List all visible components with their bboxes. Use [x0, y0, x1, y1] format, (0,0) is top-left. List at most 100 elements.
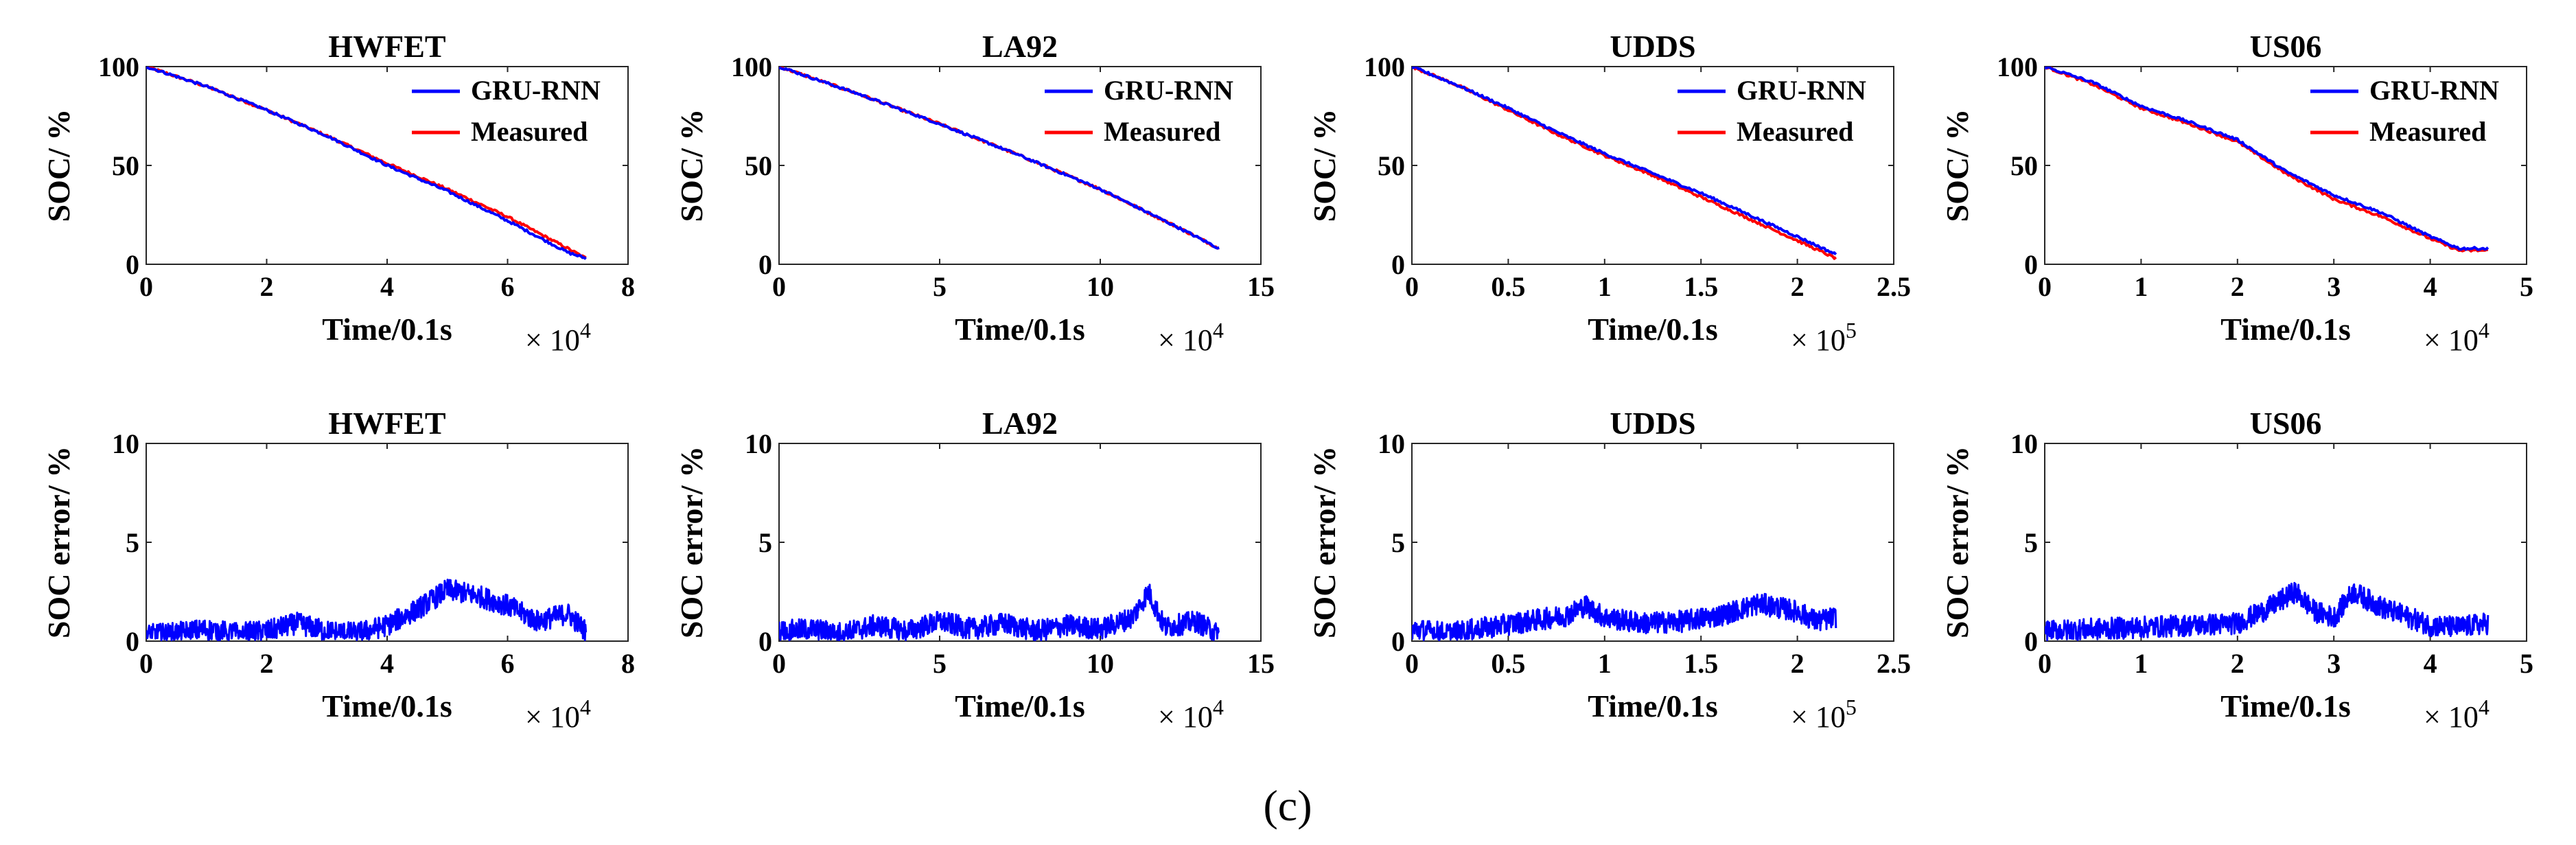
x-tick-label: 5: [933, 648, 947, 679]
legend-gru-rnn-label: GRU-RNN: [2369, 75, 2499, 106]
x-multiplier: × 104: [2424, 695, 2490, 734]
x-axis-label: Time/0.1s: [322, 312, 452, 347]
x-axis-label: Time/0.1s: [1588, 688, 1718, 724]
y-axis-label: SOC/ %: [1307, 109, 1342, 222]
series-gru-rnn-line: [2045, 67, 2490, 251]
y-tick-label: 0: [1391, 249, 1405, 280]
legend: GRU-RNN Measured: [412, 75, 601, 147]
x-tick-label: 15: [1247, 648, 1275, 679]
y-tick-label: 10: [112, 428, 139, 459]
panel-la92-soc: LA92 0 5 10 15 0 50 100 Time/0.1s SOC/ % × 104 GRU-…: [674, 29, 1275, 357]
y-tick-label: 5: [126, 527, 139, 558]
panel-udds-soc: UDDS 0 0.5 1 1.5 2 2.5 0 50 100 Time/0.1s SOC/ % × 1…: [1307, 29, 1911, 357]
y-tick-label: 100: [1364, 51, 1405, 82]
series-gru-rnn-line: [1412, 592, 1837, 641]
chart-title: US06: [2250, 406, 2322, 441]
x-tick-label: 0: [772, 271, 786, 302]
y-tick-label: 5: [2024, 527, 2038, 558]
legend-measured-label: Measured: [2369, 116, 2486, 147]
x-tick-label: 4: [380, 648, 394, 679]
series-group: [779, 583, 1220, 641]
x-tick-label: 2: [1791, 271, 1805, 302]
legend-gru-rnn-label: GRU-RNN: [1737, 75, 1866, 106]
x-tick-label: 2: [1791, 648, 1805, 679]
panel-udds-error: UDDS 0 0.5 1 1.5 2 2.5 0 5 10 Time/0.1s SOC error/ …: [1307, 406, 1911, 734]
y-axis-label: SOC error/ %: [41, 446, 76, 638]
panel-hwfet-error: HWFET 0 2 4 6 8 0 5 10 Time/0.1s SOC error/ % × 104: [41, 406, 635, 734]
y-tick-label: 5: [1391, 527, 1405, 558]
x-multiplier: × 104: [2424, 318, 2490, 357]
x-tick-label: 0: [2038, 648, 2052, 679]
y-tick-label: 50: [112, 150, 139, 181]
x-tick-label: 2: [2231, 648, 2244, 679]
x-tick-label: 8: [621, 648, 635, 679]
x-tick-label: 8: [621, 271, 635, 302]
x-axis-label: Time/0.1s: [2220, 312, 2351, 347]
y-tick-label: 50: [2010, 150, 2038, 181]
series-measured-line: [2045, 67, 2489, 253]
y-tick-label: 50: [745, 150, 772, 181]
chart-title: LA92: [982, 406, 1058, 441]
series-gru-rnn-line: [2045, 581, 2490, 641]
y-tick-label: 100: [731, 51, 772, 82]
legend: GRU-RNN Measured: [1678, 75, 1866, 147]
x-multiplier: × 105: [1791, 695, 1857, 734]
series-group: [1412, 592, 1837, 641]
y-tick-label: 100: [98, 51, 139, 82]
y-tick-label: 0: [2024, 626, 2038, 657]
y-axis-label: SOC error/ %: [674, 446, 709, 638]
y-tick-label: 0: [2024, 249, 2038, 280]
series-gru-rnn-line: [1412, 67, 1837, 256]
chart-title: HWFET: [328, 406, 445, 441]
y-tick-label: 10: [745, 428, 772, 459]
chart-title: US06: [2250, 29, 2322, 64]
x-tick-label: 1: [1598, 648, 1612, 679]
x-multiplier: × 104: [1158, 318, 1224, 357]
x-tick-label: 5: [933, 271, 947, 302]
x-tick-label: 5: [2520, 648, 2533, 679]
series-gru-rnn-line: [779, 583, 1220, 641]
series-group: [1412, 67, 1837, 260]
x-tick-label: 0: [1405, 271, 1419, 302]
figure-caption: (c): [1263, 781, 1312, 830]
y-tick-label: 0: [1391, 626, 1405, 657]
x-axis-label: Time/0.1s: [1588, 312, 1718, 347]
x-tick-label: 2: [2231, 271, 2244, 302]
x-tick-label: 0.5: [1491, 648, 1525, 679]
x-tick-label: 3: [2327, 271, 2341, 302]
x-tick-label: 6: [501, 648, 515, 679]
legend: GRU-RNN Measured: [1045, 75, 1233, 147]
y-tick-label: 100: [1997, 51, 2038, 82]
x-tick-label: 5: [2520, 271, 2533, 302]
x-tick-label: 0: [139, 271, 153, 302]
x-tick-label: 4: [2424, 648, 2437, 679]
x-tick-label: 2: [260, 648, 274, 679]
y-tick-label: 5: [758, 527, 772, 558]
y-tick-label: 0: [758, 626, 772, 657]
x-tick-label: 4: [2424, 271, 2437, 302]
x-tick-label: 0.5: [1491, 271, 1525, 302]
x-axis-label: Time/0.1s: [322, 688, 452, 724]
series-gru-rnn-line: [146, 579, 588, 641]
series-gru-rnn-line: [146, 67, 587, 260]
chart-title: HWFET: [328, 29, 445, 64]
x-axis-label: Time/0.1s: [955, 312, 1085, 347]
legend: GRU-RNN Measured: [2310, 75, 2499, 147]
x-tick-label: 10: [1087, 648, 1114, 679]
legend-measured-label: Measured: [1737, 116, 1853, 147]
x-tick-label: 15: [1247, 271, 1275, 302]
x-tick-label: 2.5: [1877, 648, 1911, 679]
chart-title: UDDS: [1610, 406, 1695, 441]
y-tick-label: 0: [126, 249, 139, 280]
legend-measured-label: Measured: [1104, 116, 1220, 147]
series-gru-rnn-line: [779, 67, 1220, 250]
x-tick-label: 1.5: [1684, 271, 1718, 302]
x-tick-label: 1.5: [1684, 648, 1718, 679]
panel-hwfet-soc: HWFET 0 2 4 6 8 0 50 100 Time/0.1s SOC/ % × 104 GRU-…: [41, 29, 635, 357]
y-axis-label: SOC error/ %: [1940, 446, 1975, 638]
x-tick-label: 0: [2038, 271, 2052, 302]
y-tick-label: 10: [1378, 428, 1405, 459]
y-axis-label: SOC error/ %: [1307, 446, 1342, 638]
